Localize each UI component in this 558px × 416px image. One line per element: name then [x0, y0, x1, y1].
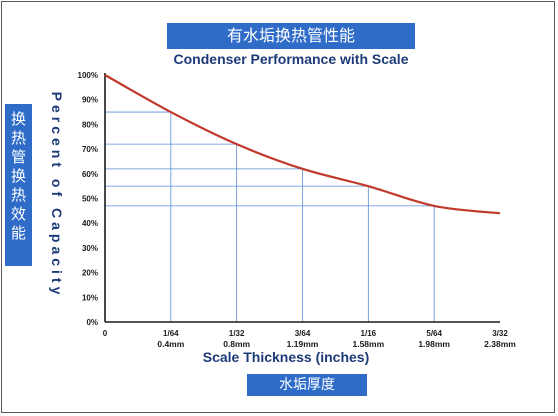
y-tick-label: 0%: [86, 318, 98, 327]
y-tick-label: 80%: [82, 120, 98, 129]
y-tick-label: 100%: [78, 71, 98, 80]
y-tick-label: 40%: [82, 219, 98, 228]
y-tick-label: 30%: [82, 244, 98, 253]
y-tick-label: 90%: [82, 96, 98, 105]
x-tick-mm-label: 1.98mm: [418, 339, 450, 349]
x-tick-label: 0: [103, 329, 108, 338]
y-tick-label: 60%: [82, 170, 98, 179]
y-tick-label: 10%: [82, 293, 98, 302]
x-tick-label: 3/64: [295, 329, 311, 338]
x-tick-mm-label: 2.38mm: [484, 339, 516, 349]
x-tick-label: 1/16: [361, 329, 377, 338]
x-tick-mm-label: 0.8mm: [223, 339, 250, 349]
y-tick-label: 50%: [82, 195, 98, 204]
x-tick-label: 5/64: [426, 329, 442, 338]
chinese-y-axis-label: 换 热 管 换 热 效 能: [5, 104, 32, 266]
x-tick-label: 3/32: [492, 329, 508, 338]
x-tick-mm-label: 1.58mm: [352, 339, 384, 349]
x-axis-label: Scale Thickness (inches): [203, 349, 370, 365]
chinese-x-axis-label: 水垢厚度: [247, 374, 367, 396]
x-tick-label: 1/64: [163, 329, 179, 338]
y-axis-label: Percent of Capacity: [49, 92, 65, 299]
y-tick-label: 70%: [82, 145, 98, 154]
chinese-title: 有水垢换热管性能: [167, 23, 415, 49]
chart-title: Condenser Performance with Scale: [174, 51, 409, 67]
x-tick-mm-label: 1.19mm: [287, 339, 319, 349]
x-tick-label: 1/32: [229, 329, 245, 338]
y-tick-label: 20%: [82, 269, 98, 278]
x-tick-mm-label: 0.4mm: [157, 339, 184, 349]
